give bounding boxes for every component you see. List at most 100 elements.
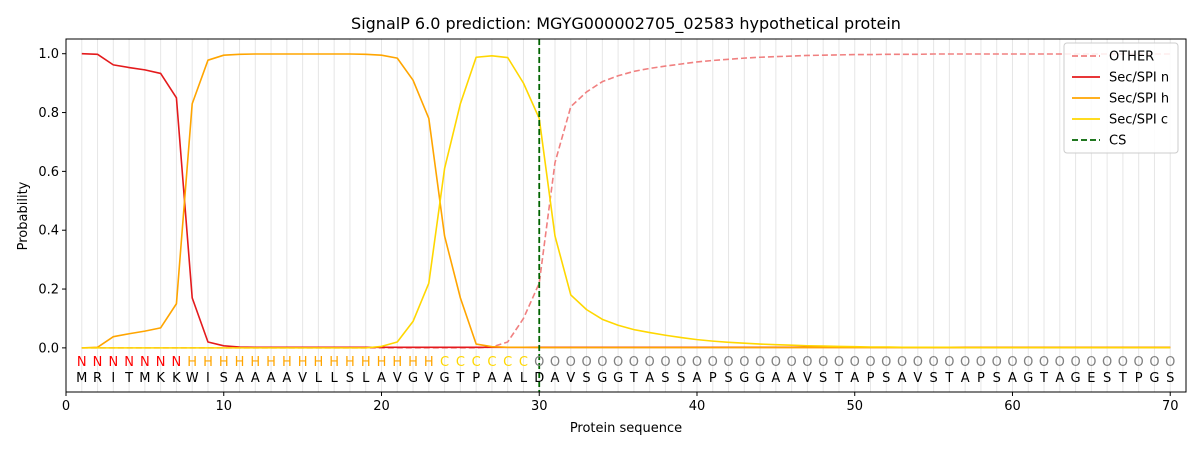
- region-label: N: [108, 355, 118, 370]
- residue-label: S: [220, 371, 228, 386]
- chart-title: SignalP 6.0 prediction: MGYG000002705_02…: [351, 14, 901, 34]
- region-label: C: [487, 355, 496, 370]
- residue-label: T: [834, 371, 843, 386]
- region-label: H: [392, 355, 402, 370]
- y-tick-label: 0.6: [38, 165, 59, 180]
- y-tick-label: 0.0: [38, 341, 59, 356]
- residue-label: L: [315, 371, 323, 386]
- residue-label: T: [629, 371, 638, 386]
- region-label: N: [124, 355, 134, 370]
- residue-label: S: [1166, 371, 1174, 386]
- residue-label: M: [76, 371, 87, 386]
- region-label: N: [172, 355, 182, 370]
- y-tick-label: 0.2: [38, 283, 59, 298]
- legend-label: OTHER: [1109, 50, 1154, 65]
- x-tick-label: 70: [1162, 399, 1179, 414]
- residue-label: A: [267, 371, 276, 386]
- region-label: H: [235, 355, 245, 370]
- region-label: O: [976, 355, 986, 370]
- residue-label: G: [755, 371, 765, 386]
- legend-label: Sec/SPI h: [1109, 92, 1169, 107]
- residue-label: G: [739, 371, 749, 386]
- region-label: C: [472, 355, 481, 370]
- region-label: N: [140, 355, 150, 370]
- region-label: O: [660, 355, 670, 370]
- region-label: C: [503, 355, 512, 370]
- residue-label: A: [771, 371, 780, 386]
- axis-ticks: 0 10 20 30 40 50 60 70 0.0 0.2 0.4 0.6 0.8 1.0: [38, 47, 1178, 414]
- residue-label: A: [693, 371, 702, 386]
- residue-label: G: [440, 371, 450, 386]
- region-label: H: [424, 355, 434, 370]
- region-label: H: [298, 355, 308, 370]
- residue-label: T: [1039, 371, 1048, 386]
- region-label: O: [1149, 355, 1159, 370]
- residue-label: P: [1135, 371, 1143, 386]
- region-label: O: [1086, 355, 1096, 370]
- residue-label: A: [645, 371, 654, 386]
- residue-label: A: [898, 371, 907, 386]
- residue-label: A: [377, 371, 386, 386]
- y-tick-label: 1.0: [38, 47, 59, 62]
- region-label: O: [771, 355, 781, 370]
- x-tick-label: 60: [1004, 399, 1021, 414]
- residue-label: I: [111, 371, 115, 386]
- residue-label: T: [124, 371, 133, 386]
- region-label: C: [440, 355, 449, 370]
- region-label: O: [834, 355, 844, 370]
- region-label: C: [519, 355, 528, 370]
- residue-label: S: [929, 371, 937, 386]
- region-label: O: [787, 355, 797, 370]
- residue-label: S: [724, 371, 732, 386]
- region-label: O: [897, 355, 907, 370]
- region-label: O: [708, 355, 718, 370]
- series-line-sec-spi-c: [81, 54, 1171, 349]
- legend: OTHER Sec/SPI n Sec/SPI h Sec/SPI c CS: [1063, 42, 1179, 154]
- region-label: O: [992, 355, 1002, 370]
- residue-label: E: [1087, 371, 1095, 386]
- region-label: H: [219, 355, 229, 370]
- residue-label: V: [803, 371, 812, 386]
- region-label: O: [597, 355, 607, 370]
- x-tick-label: 40: [689, 399, 706, 414]
- x-tick-label: 20: [373, 399, 390, 414]
- region-label: O: [1118, 355, 1128, 370]
- residue-label: T: [944, 371, 953, 386]
- region-label: H: [282, 355, 292, 370]
- region-label: O: [960, 355, 970, 370]
- region-label: O: [1039, 355, 1049, 370]
- residue-label: G: [1149, 371, 1159, 386]
- region-label: O: [739, 355, 749, 370]
- residue-label: S: [993, 371, 1001, 386]
- region-label: H: [250, 355, 260, 370]
- region-label: N: [93, 355, 103, 370]
- residue-label: A: [1008, 371, 1017, 386]
- region-label: C: [456, 355, 465, 370]
- residue-label: S: [1103, 371, 1111, 386]
- residue-label: K: [156, 371, 165, 386]
- region-label: O: [1134, 355, 1144, 370]
- residue-label: S: [582, 371, 590, 386]
- residue-label: P: [709, 371, 717, 386]
- region-label: O: [944, 355, 954, 370]
- region-label: O: [818, 355, 828, 370]
- x-tick-label: 0: [62, 399, 70, 414]
- grid-lines: [81, 39, 1171, 392]
- region-label: O: [802, 355, 812, 370]
- region-label: O: [692, 355, 702, 370]
- residue-label: A: [961, 371, 970, 386]
- x-tick-label: 50: [846, 399, 863, 414]
- residue-label: G: [408, 371, 418, 386]
- residue-label: A: [787, 371, 796, 386]
- region-label: O: [1102, 355, 1112, 370]
- region-label: H: [187, 355, 197, 370]
- y-tick-label: 0.4: [38, 224, 59, 239]
- residue-label: L: [362, 371, 370, 386]
- region-label: O: [1165, 355, 1175, 370]
- region-label: O: [629, 355, 639, 370]
- residue-label: A: [551, 371, 560, 386]
- residue-label: W: [186, 371, 199, 386]
- residue-label: I: [206, 371, 210, 386]
- residue-label: V: [393, 371, 402, 386]
